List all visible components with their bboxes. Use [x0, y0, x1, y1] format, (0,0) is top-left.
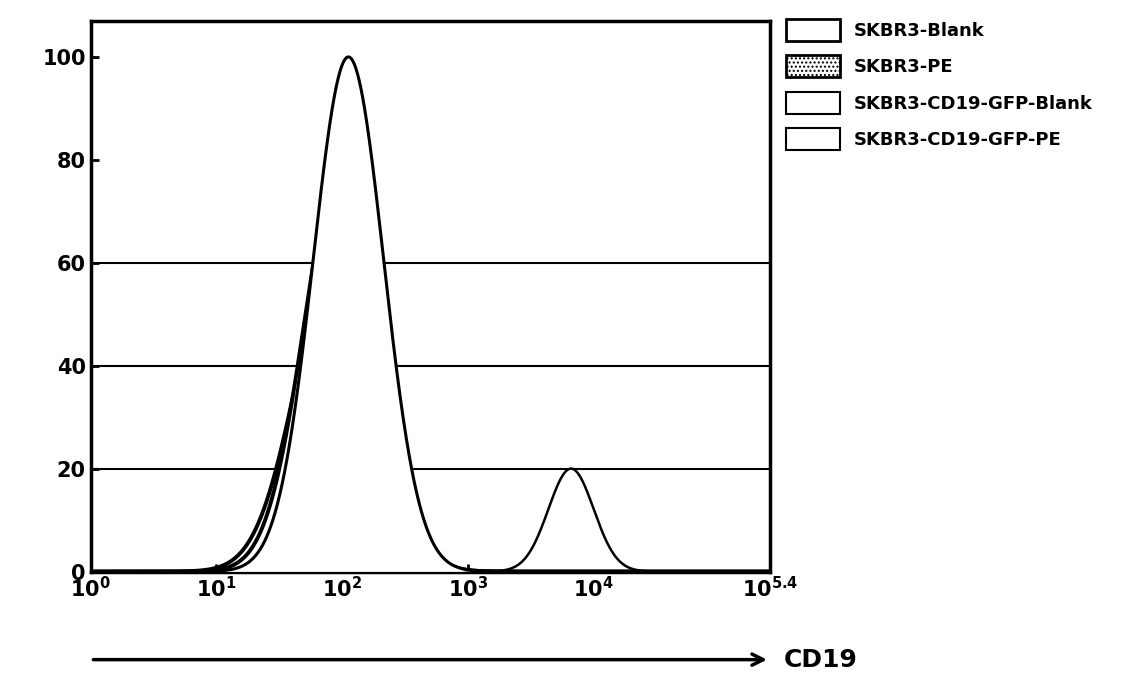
Legend: SKBR3-Blank, SKBR3-PE, SKBR3-CD19-GFP-Blank, SKBR3-CD19-GFP-PE: SKBR3-Blank, SKBR3-PE, SKBR3-CD19-GFP-Bl… — [786, 19, 1094, 151]
Text: CD19: CD19 — [783, 648, 857, 672]
